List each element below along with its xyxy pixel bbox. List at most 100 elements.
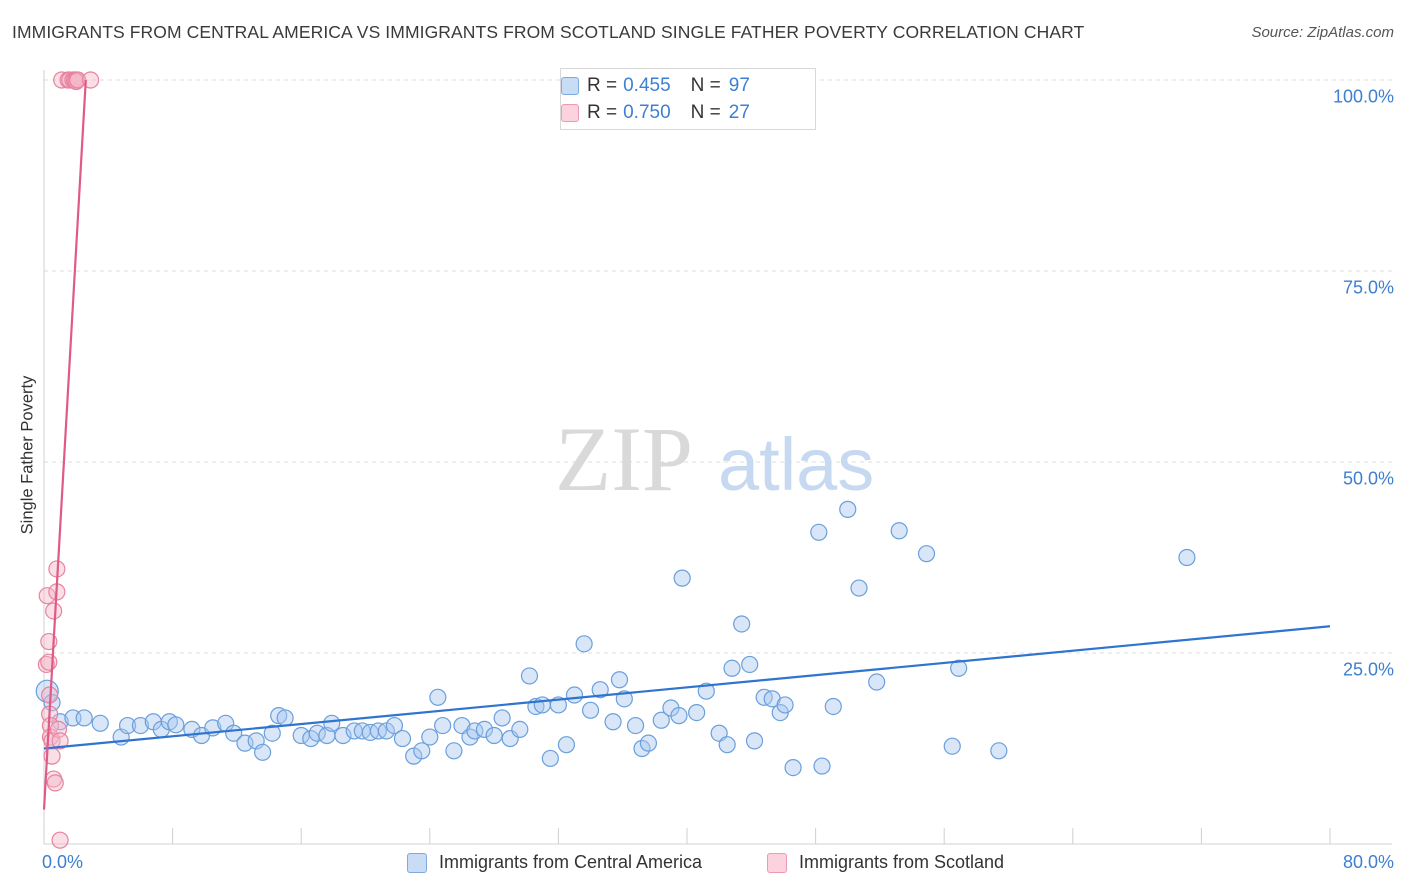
data-point [475, 720, 494, 739]
source-label: Source: ZipAtlas.com [1251, 24, 1394, 41]
data-point [37, 655, 56, 674]
data-point [434, 716, 452, 735]
data-point [323, 714, 341, 732]
data-point [718, 736, 736, 754]
data-point [276, 709, 294, 727]
legend-item-scotland[interactable]: Immigrants from Scotland [767, 852, 1004, 873]
data-point [839, 500, 857, 518]
data-point [167, 716, 185, 734]
data-point [575, 635, 593, 653]
chart-title: IMMIGRANTS FROM CENTRAL AMERICA VS IMMIG… [12, 22, 1085, 42]
data-point [776, 696, 794, 714]
data-point [917, 545, 936, 563]
data-point [868, 673, 886, 691]
data-point [118, 716, 137, 735]
data-point [591, 681, 609, 699]
watermark: ZIP atlas [555, 408, 874, 510]
data-point [334, 726, 352, 745]
n-label: N = [690, 102, 721, 123]
data-point [445, 742, 463, 760]
watermark-atlas: atlas [718, 423, 874, 506]
data-point [75, 709, 93, 727]
data-point [652, 711, 670, 729]
legend-label: Immigrants from Scotland [799, 852, 1005, 872]
data-point [745, 732, 764, 750]
data-point [943, 737, 961, 755]
data-point [733, 615, 751, 633]
data-point [520, 667, 539, 685]
data-point [741, 655, 759, 674]
data-point [51, 831, 69, 849]
trend-line [42, 79, 87, 810]
data-point [673, 569, 691, 587]
r-value: 0.750 [623, 102, 671, 123]
n-value: 97 [728, 75, 750, 96]
data-point [615, 690, 633, 708]
stats-row-central-america: R = 0.455 N = 97 [561, 73, 750, 99]
trend-lines [42, 79, 1331, 810]
r-value: 0.455 [623, 75, 671, 96]
n-label: N = [690, 75, 721, 96]
data-point [824, 697, 842, 716]
n-value: 27 [728, 102, 750, 123]
y-tick-label: 50.0% [1342, 468, 1394, 489]
trend-line [43, 625, 1331, 750]
data-point [581, 701, 600, 719]
data-point [46, 774, 64, 792]
legend-swatch-blue [561, 77, 579, 95]
series-legend: Immigrants from Central America Immigran… [0, 852, 1406, 878]
data-point [393, 729, 412, 748]
legend-item-central-america[interactable]: Immigrants from Central America [407, 852, 702, 873]
data-point [813, 757, 831, 775]
y-axis-label: Single Father Poverty [18, 375, 37, 535]
data-point [697, 682, 715, 700]
data-point [565, 686, 584, 704]
data-point [688, 703, 706, 722]
r-label: R = [587, 75, 618, 96]
data-point [51, 732, 69, 750]
y-tick-label: 75.0% [1342, 277, 1394, 298]
data-point [784, 758, 802, 777]
data-point [40, 653, 58, 671]
data-point [723, 659, 741, 677]
data-point [541, 749, 559, 768]
legend-swatch-pink [561, 104, 579, 122]
data-point [626, 716, 645, 735]
data-point [45, 602, 63, 620]
y-tick-label: 100.0% [1332, 86, 1394, 107]
data-point [254, 743, 272, 761]
data-point [1178, 548, 1196, 567]
data-point [493, 709, 511, 727]
data-point [950, 659, 968, 677]
series-central-america [35, 500, 1196, 777]
x-tick-label-min: 0.0% [42, 852, 84, 872]
data-point [131, 716, 150, 735]
data-point [421, 728, 439, 746]
data-point [429, 688, 447, 706]
legend-swatch-pink [767, 852, 787, 873]
data-point [604, 713, 622, 731]
gridlines [44, 79, 1392, 654]
legend-label: Immigrants from Central America [439, 852, 703, 872]
data-point [91, 714, 109, 732]
watermark-zip: ZIP [555, 408, 693, 510]
data-point [557, 736, 576, 754]
data-point [511, 720, 529, 739]
stats-legend: R = 0.455 N = 97 R = 0.750 N = 27 [560, 68, 816, 130]
data-point [485, 726, 503, 745]
legend-swatch-blue [407, 852, 427, 873]
data-point [810, 523, 828, 541]
data-point [413, 742, 431, 760]
data-point [263, 724, 281, 742]
data-point [385, 716, 404, 735]
data-point [850, 579, 868, 597]
data-point [639, 734, 658, 752]
y-tick-label: 25.0% [1342, 659, 1394, 680]
x-tick-label-max: 80.0% [1342, 852, 1394, 872]
stats-row-scotland: R = 0.750 N = 27 [561, 100, 750, 126]
data-point [890, 522, 908, 540]
data-point [990, 742, 1008, 760]
data-point [610, 671, 629, 689]
axes [43, 70, 1392, 845]
